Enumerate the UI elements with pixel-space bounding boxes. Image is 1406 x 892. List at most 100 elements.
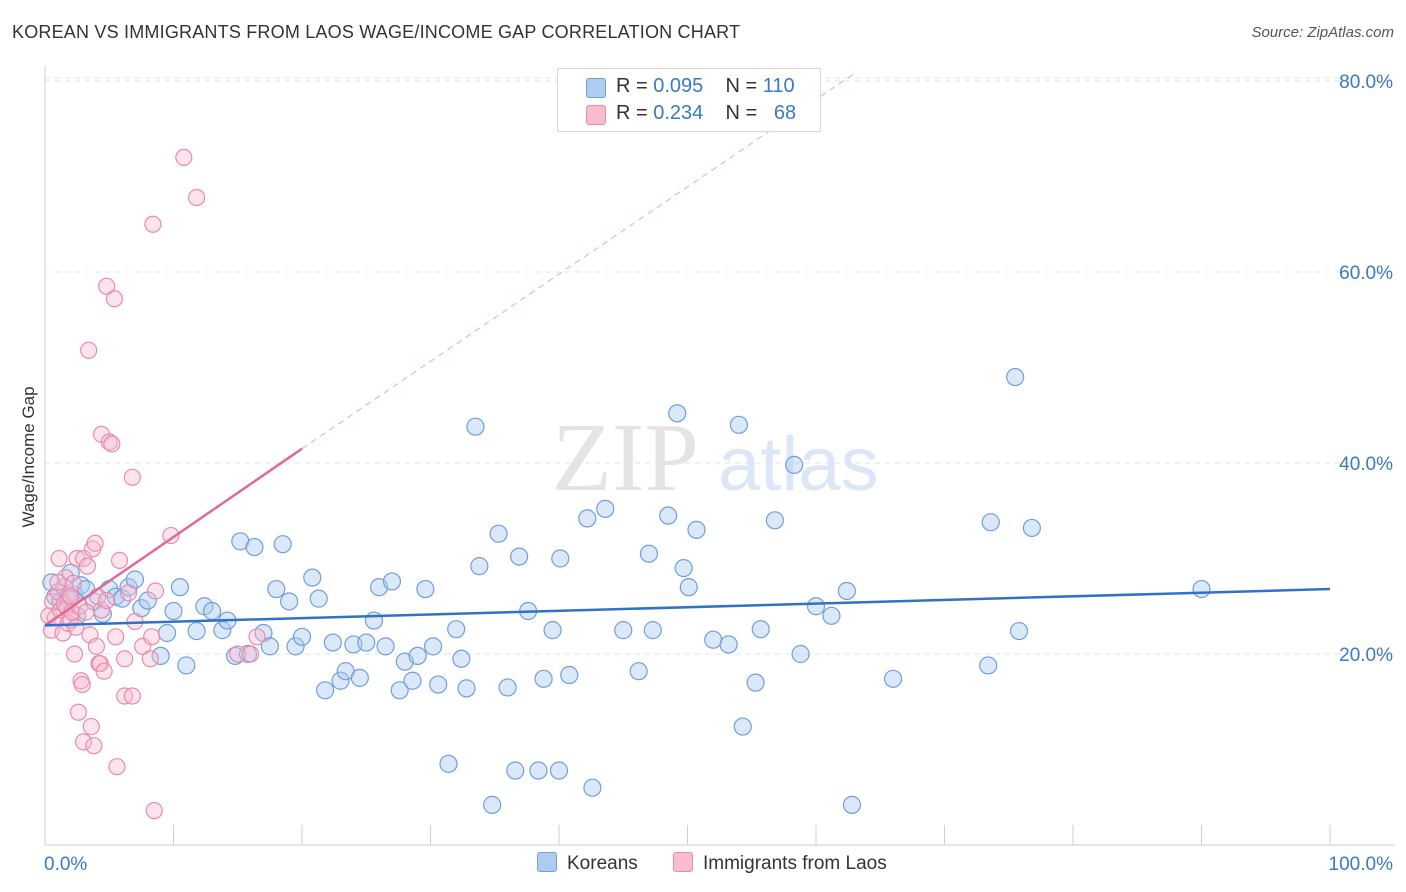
point-koreans-98 bbox=[791, 644, 810, 664]
point-koreans-36 bbox=[273, 535, 292, 554]
point-koreans-91 bbox=[719, 635, 738, 654]
point-koreans-38 bbox=[286, 637, 305, 656]
point-koreans-40 bbox=[303, 568, 322, 587]
legend-n-value-koreans: 110 bbox=[762, 75, 795, 97]
point-koreans-77 bbox=[560, 665, 579, 685]
bottom-swatch-laos bbox=[673, 852, 693, 872]
legend-swatch-laos bbox=[586, 105, 606, 125]
legend-r-label: R = bbox=[616, 75, 654, 97]
point-koreans-72 bbox=[529, 761, 548, 780]
bottom-legend-label-koreans: Koreans bbox=[567, 853, 638, 874]
point-laos-31 bbox=[85, 737, 103, 755]
point-koreans-97 bbox=[785, 455, 804, 475]
point-laos-27 bbox=[80, 341, 98, 359]
point-koreans-22 bbox=[170, 578, 190, 597]
bottom-swatch-koreans bbox=[537, 852, 557, 872]
point-koreans-5 bbox=[61, 563, 80, 582]
trend-laos-extension bbox=[301, 72, 855, 450]
source-label: Source: ZipAtlas.com bbox=[1251, 24, 1394, 41]
point-koreans-59 bbox=[429, 675, 448, 694]
point-laos-46 bbox=[108, 758, 126, 776]
point-koreans-32 bbox=[245, 537, 264, 557]
point-laos-62 bbox=[188, 188, 206, 207]
point-koreans-69 bbox=[506, 761, 525, 780]
point-koreans-61 bbox=[447, 620, 466, 639]
point-koreans-108 bbox=[1022, 518, 1041, 538]
point-koreans-62 bbox=[452, 649, 471, 668]
grid-lines bbox=[45, 77, 1395, 655]
point-koreans-55 bbox=[403, 671, 422, 690]
point-koreans-64 bbox=[466, 417, 485, 436]
point-koreans-53 bbox=[390, 681, 409, 700]
point-koreans-21 bbox=[164, 601, 183, 621]
point-laos-40 bbox=[98, 591, 116, 610]
point-laos-32 bbox=[86, 534, 104, 552]
point-koreans-78 bbox=[578, 509, 597, 528]
point-koreans-68 bbox=[498, 678, 517, 697]
trend-laos bbox=[44, 447, 303, 627]
point-laos-17 bbox=[67, 618, 85, 636]
point-koreans-84 bbox=[643, 621, 662, 640]
point-koreans-81 bbox=[614, 621, 633, 640]
point-laos-23 bbox=[74, 733, 93, 751]
point-koreans-66 bbox=[483, 795, 502, 814]
point-laos-61 bbox=[175, 148, 193, 166]
point-koreans-56 bbox=[408, 646, 427, 666]
point-koreans-104 bbox=[979, 656, 998, 675]
point-laos-33 bbox=[87, 637, 106, 655]
point-koreans-87 bbox=[674, 558, 693, 578]
point-koreans-15 bbox=[119, 578, 138, 597]
point-koreans-106 bbox=[1006, 367, 1025, 387]
y-tick-label-60: 60.0% bbox=[1339, 263, 1393, 284]
point-laos-64 bbox=[242, 645, 260, 663]
series-koreans bbox=[42, 367, 1211, 814]
point-koreans-100 bbox=[822, 606, 841, 625]
point-koreans-107 bbox=[1009, 621, 1029, 641]
correlation-legend: R = 0.095 N = 110 R = 0.234 N = 68 bbox=[557, 68, 821, 132]
point-laos-65 bbox=[248, 628, 266, 646]
point-laos-60 bbox=[162, 526, 180, 545]
point-koreans-48 bbox=[357, 633, 376, 652]
point-laos-37 bbox=[92, 601, 111, 619]
point-laos-25 bbox=[77, 603, 95, 621]
point-koreans-74 bbox=[543, 621, 562, 640]
point-koreans-80 bbox=[596, 499, 615, 518]
point-laos-63 bbox=[229, 645, 247, 663]
point-laos-5 bbox=[50, 549, 68, 568]
point-koreans-51 bbox=[376, 637, 395, 656]
legend-r-value-koreans: 0.095 bbox=[653, 75, 704, 97]
legend-n-label: N = bbox=[725, 75, 763, 97]
point-koreans-83 bbox=[639, 544, 659, 563]
point-koreans-67 bbox=[489, 524, 508, 543]
point-koreans-26 bbox=[202, 601, 222, 621]
legend-swatch-koreans bbox=[586, 78, 606, 98]
point-koreans-47 bbox=[350, 668, 369, 687]
point-koreans-94 bbox=[746, 673, 765, 692]
point-laos-56 bbox=[143, 628, 161, 646]
point-laos-47 bbox=[110, 551, 129, 570]
point-koreans-92 bbox=[729, 415, 749, 434]
bottom-legend-label-laos: Immigrants from Laos bbox=[703, 853, 887, 874]
point-laos-51 bbox=[123, 687, 141, 705]
bottom-legend-koreans: Koreans bbox=[537, 852, 638, 875]
point-koreans-41 bbox=[309, 589, 328, 608]
point-koreans-85 bbox=[659, 506, 678, 525]
point-koreans-93 bbox=[733, 717, 752, 736]
point-koreans-27 bbox=[213, 621, 232, 640]
point-koreans-58 bbox=[423, 637, 443, 656]
point-koreans-96 bbox=[765, 511, 784, 530]
point-laos-16 bbox=[65, 645, 84, 663]
point-koreans-42 bbox=[316, 681, 335, 700]
bottom-legend-laos: Immigrants from Laos bbox=[673, 852, 887, 875]
y-tick-label-20: 20.0% bbox=[1339, 645, 1393, 666]
point-koreans-39 bbox=[292, 627, 312, 646]
legend-r-label: R = bbox=[616, 102, 654, 124]
y-tick-label-40: 40.0% bbox=[1339, 454, 1393, 475]
axes bbox=[44, 66, 1395, 846]
point-koreans-23 bbox=[177, 656, 196, 675]
point-laos-55 bbox=[141, 650, 159, 668]
point-koreans-43 bbox=[323, 633, 342, 652]
point-laos-67 bbox=[62, 588, 80, 606]
point-laos-57 bbox=[144, 215, 162, 233]
legend-r-value-laos: 0.234 bbox=[653, 102, 704, 124]
